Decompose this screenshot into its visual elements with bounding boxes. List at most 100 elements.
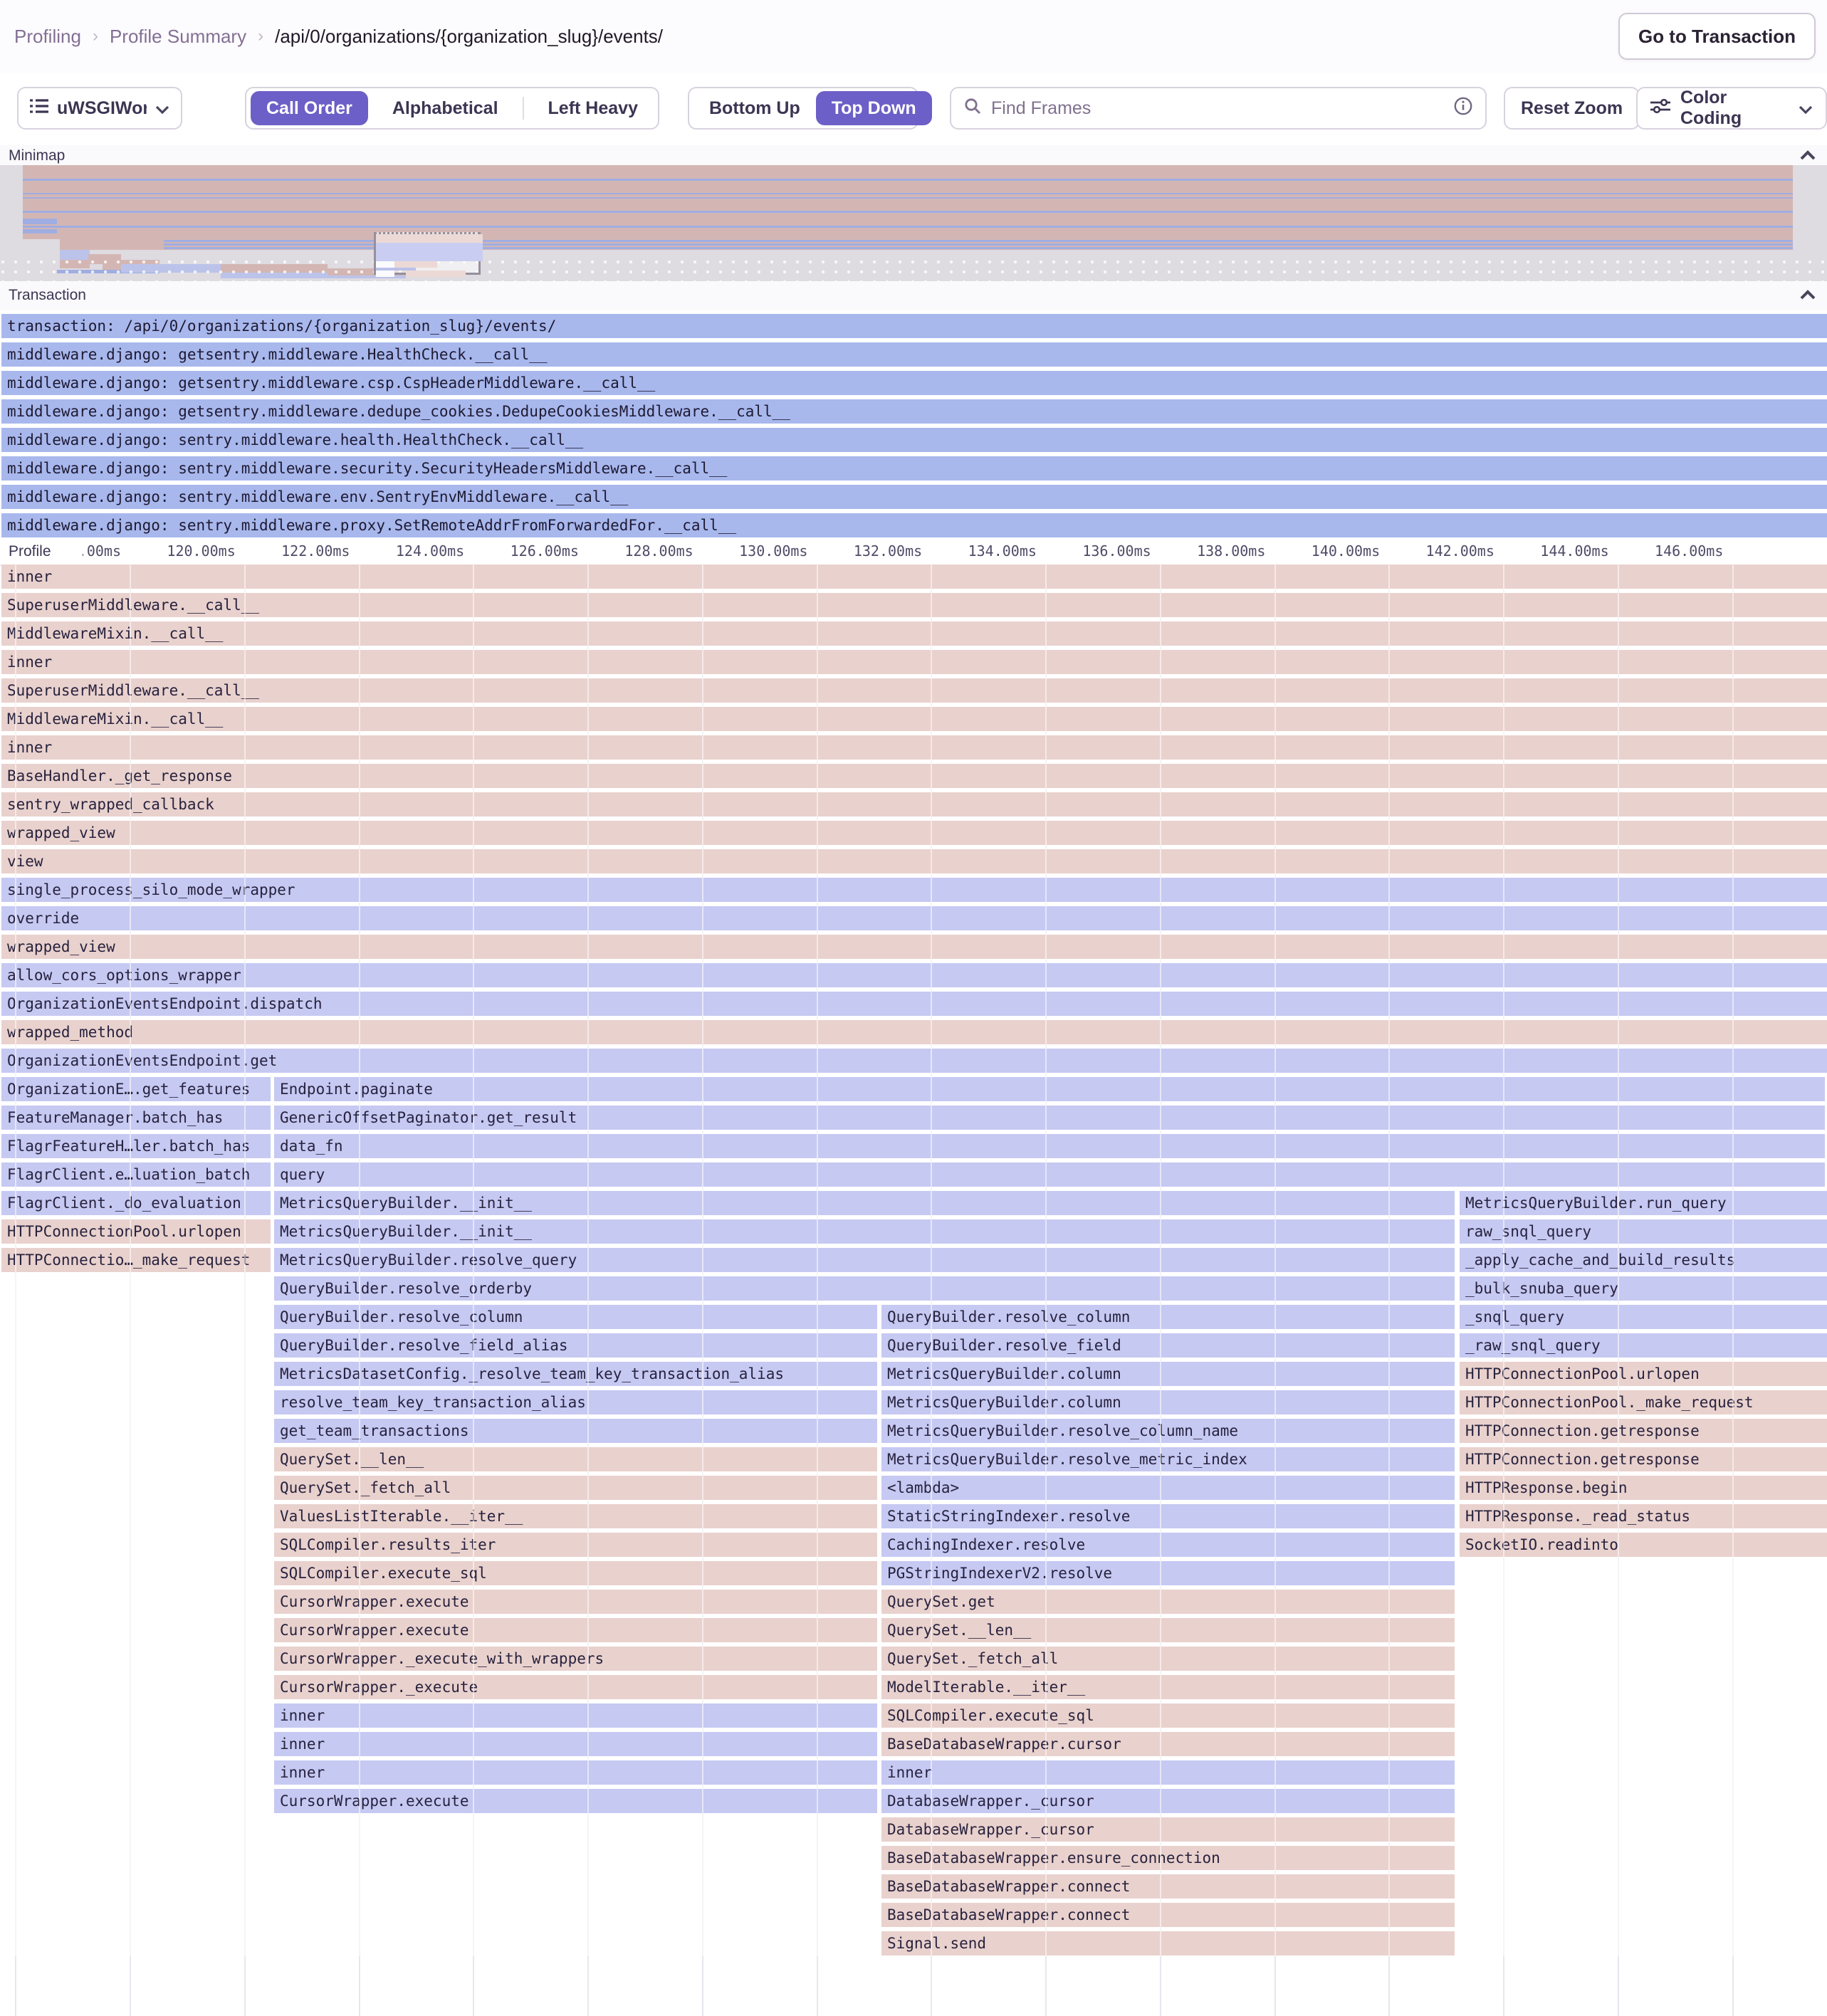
flame-frame[interactable]: DatabaseWrapper._cursor — [881, 1817, 1455, 1842]
flame-frame[interactable]: CursorWrapper.execute — [274, 1789, 877, 1813]
flame-frame[interactable]: ValuesListIterable.__iter__ — [274, 1504, 877, 1528]
flame-frame[interactable]: MetricsQueryBuilder.resolve_metric_index — [881, 1447, 1455, 1471]
collapse-minimap-icon[interactable] — [1800, 147, 1816, 164]
flame-frame[interactable]: SuperuserMiddleware.__call__ — [1, 593, 1827, 617]
flame-frame[interactable]: DatabaseWrapper._cursor — [881, 1789, 1455, 1813]
flame-frame[interactable]: sentry_wrapped_callback — [1, 792, 1827, 817]
flame-frame[interactable]: PGStringIndexerV2.resolve — [881, 1561, 1455, 1585]
flame-frame[interactable]: HTTPResponse.begin — [1460, 1476, 1827, 1500]
flame-frame[interactable]: HTTPConnectio…_make_request — [1, 1248, 271, 1272]
flame-frame[interactable]: StaticStringIndexer.resolve — [881, 1504, 1455, 1528]
flame-frame[interactable]: MetricsQueryBuilder.resolve_query — [274, 1248, 1455, 1272]
transaction-frame[interactable]: middleware.django: getsentry.middleware.… — [1, 399, 1827, 424]
flame-frame[interactable]: HTTPConnection.getresponse — [1460, 1419, 1827, 1443]
flame-frame[interactable]: MiddlewareMixin.__call__ — [1, 621, 1827, 646]
flame-frame[interactable]: QuerySet.__len__ — [274, 1447, 877, 1471]
flame-frame[interactable]: HTTPResponse._read_status — [1460, 1504, 1827, 1528]
transaction-frame[interactable]: middleware.django: sentry.middleware.sec… — [1, 456, 1827, 481]
flame-frame[interactable]: ModelIterable.__iter__ — [881, 1675, 1455, 1699]
flame-frame[interactable]: data_fn — [274, 1134, 1825, 1158]
direction-option-top-down[interactable]: Top Down — [815, 91, 932, 125]
flame-frame[interactable]: QuerySet._fetch_all — [881, 1647, 1455, 1671]
flame-frame[interactable]: CursorWrapper.execute — [274, 1618, 877, 1642]
flame-frame[interactable]: QueryBuilder.resolve_column — [881, 1305, 1455, 1329]
flame-frame[interactable]: SQLCompiler.execute_sql — [881, 1703, 1455, 1728]
transaction-frame[interactable]: middleware.django: sentry.middleware.pro… — [1, 513, 1827, 537]
flame-frame[interactable]: inner — [1, 565, 1827, 589]
flame-frame[interactable]: MiddlewareMixin.__call__ — [1, 707, 1827, 731]
flame-frame[interactable]: _raw_snql_query — [1460, 1333, 1827, 1358]
flame-frame[interactable]: HTTPConnectionPool._make_request — [1460, 1390, 1827, 1414]
go-to-transaction-button[interactable]: Go to Transaction — [1618, 13, 1816, 60]
flame-frame[interactable]: single_process_silo_mode_wrapper — [1, 878, 1827, 902]
flame-frame[interactable]: GenericOffsetPaginator.get_result — [274, 1106, 1825, 1130]
flame-frame[interactable]: OrganizationEventsEndpoint.dispatch — [1, 992, 1827, 1016]
color-coding-dropdown[interactable]: Color Coding — [1636, 87, 1827, 130]
sort-option-call-order[interactable]: Call Order — [251, 91, 368, 125]
flame-frame[interactable]: FlagrClient.e…luation_batch — [1, 1162, 271, 1187]
flame-frame[interactable]: raw_snql_query — [1460, 1219, 1827, 1244]
reset-zoom-button[interactable]: Reset Zoom — [1504, 87, 1640, 130]
flame-frame[interactable]: BaseDatabaseWrapper.connect — [881, 1903, 1455, 1927]
sort-option-alphabetical[interactable]: Alphabetical — [392, 98, 498, 118]
flame-frame[interactable]: wrapped_view — [1, 935, 1827, 959]
flame-frame[interactable]: SQLCompiler.results_iter — [274, 1533, 877, 1557]
flame-frame[interactable]: BaseDatabaseWrapper.ensure_connection — [881, 1846, 1455, 1870]
flame-frame[interactable]: allow_cors_options_wrapper — [1, 963, 1827, 987]
flame-frame[interactable]: <lambda> — [881, 1476, 1455, 1500]
flame-frame[interactable]: wrapped_method — [1, 1020, 1827, 1044]
flame-frame[interactable]: CachingIndexer.resolve — [881, 1533, 1455, 1557]
flame-frame[interactable]: MetricsQueryBuilder.__init__ — [274, 1219, 1455, 1244]
transaction-frame[interactable]: middleware.django: getsentry.middleware.… — [1, 342, 1827, 367]
sort-option-left-heavy[interactable]: Left Heavy — [548, 98, 638, 118]
flame-frame[interactable]: QueryBuilder.resolve_field_alias — [274, 1333, 877, 1358]
flame-frame[interactable]: resolve_team_key_transaction_alias — [274, 1390, 877, 1414]
flame-frame[interactable]: MetricsQueryBuilder.resolve_column_name — [881, 1419, 1455, 1443]
collapse-transaction-icon[interactable] — [1800, 287, 1816, 304]
flame-frame[interactable]: QueryBuilder.resolve_orderby — [274, 1276, 1455, 1301]
flame-frame[interactable]: BaseHandler._get_response — [1, 764, 1827, 788]
flame-frame[interactable]: BaseDatabaseWrapper.connect — [881, 1874, 1455, 1899]
flame-frame[interactable]: inner — [1, 735, 1827, 760]
flame-frame[interactable]: SQLCompiler.execute_sql — [274, 1561, 877, 1585]
flame-frame[interactable]: inner — [1, 650, 1827, 674]
flame-frame[interactable]: CursorWrapper.execute — [274, 1590, 877, 1614]
flame-frame[interactable]: FlagrClient._do_evaluation — [1, 1191, 271, 1215]
flame-frame[interactable]: FlagrFeatureH…ler.batch_has — [1, 1134, 271, 1158]
flame-frame[interactable]: Signal.send — [881, 1931, 1455, 1955]
flame-frame[interactable]: override — [1, 906, 1827, 930]
thread-selector[interactable]: uWSGIWor… — [17, 87, 182, 130]
flame-frame[interactable]: inner — [274, 1760, 877, 1785]
flame-frame[interactable]: QuerySet.get — [881, 1590, 1455, 1614]
transaction-frame[interactable]: transaction: /api/0/organizations/{organ… — [1, 314, 1827, 338]
flame-frame[interactable]: _bulk_snuba_query — [1460, 1276, 1827, 1301]
flame-frame[interactable]: QueryBuilder.resolve_field — [881, 1333, 1455, 1358]
direction-option-bottom-up[interactable]: Bottom Up — [709, 98, 800, 118]
flame-frame[interactable]: wrapped_view — [1, 821, 1827, 845]
flame-frame[interactable]: inner — [881, 1760, 1455, 1785]
flame-frame[interactable]: MetricsDatasetConfig._resolve_team_key_t… — [274, 1362, 877, 1386]
flame-frame[interactable]: QuerySet._fetch_all — [274, 1476, 877, 1500]
flame-frame[interactable]: QuerySet.__len__ — [881, 1618, 1455, 1642]
flame-frame[interactable]: CursorWrapper._execute — [274, 1675, 877, 1699]
flame-frame[interactable]: HTTPConnectionPool.urlopen — [1, 1219, 271, 1244]
minimap-viewport[interactable] — [374, 232, 483, 277]
flame-frame[interactable]: MetricsQueryBuilder.column — [881, 1390, 1455, 1414]
flame-frame[interactable]: SocketIO.readinto — [1460, 1533, 1827, 1557]
flame-frame[interactable]: _snql_query — [1460, 1305, 1827, 1329]
flame-frame[interactable]: MetricsQueryBuilder.column — [881, 1362, 1455, 1386]
breadcrumb-item[interactable]: Profiling — [14, 25, 81, 47]
flame-frame[interactable]: get_team_transactions — [274, 1419, 877, 1443]
flame-frame[interactable]: view — [1, 849, 1827, 873]
transaction-frame[interactable]: middleware.django: sentry.middleware.env… — [1, 485, 1827, 509]
flame-frame[interactable]: query — [274, 1162, 1825, 1187]
flame-frame[interactable]: inner — [274, 1732, 877, 1756]
flame-frame[interactable]: inner — [274, 1703, 877, 1728]
flame-frame[interactable]: CursorWrapper._execute_with_wrappers — [274, 1647, 877, 1671]
flame-frame[interactable]: SuperuserMiddleware.__call__ — [1, 678, 1827, 703]
flame-frame[interactable]: HTTPConnection.getresponse — [1460, 1447, 1827, 1471]
transaction-frame[interactable]: middleware.django: sentry.middleware.hea… — [1, 428, 1827, 452]
flame-frame[interactable]: FeatureManager.batch_has — [1, 1106, 271, 1130]
flame-frame[interactable]: _apply_cache_and_build_results — [1460, 1248, 1827, 1272]
flame-frame[interactable]: MetricsQueryBuilder.run_query — [1460, 1191, 1827, 1215]
